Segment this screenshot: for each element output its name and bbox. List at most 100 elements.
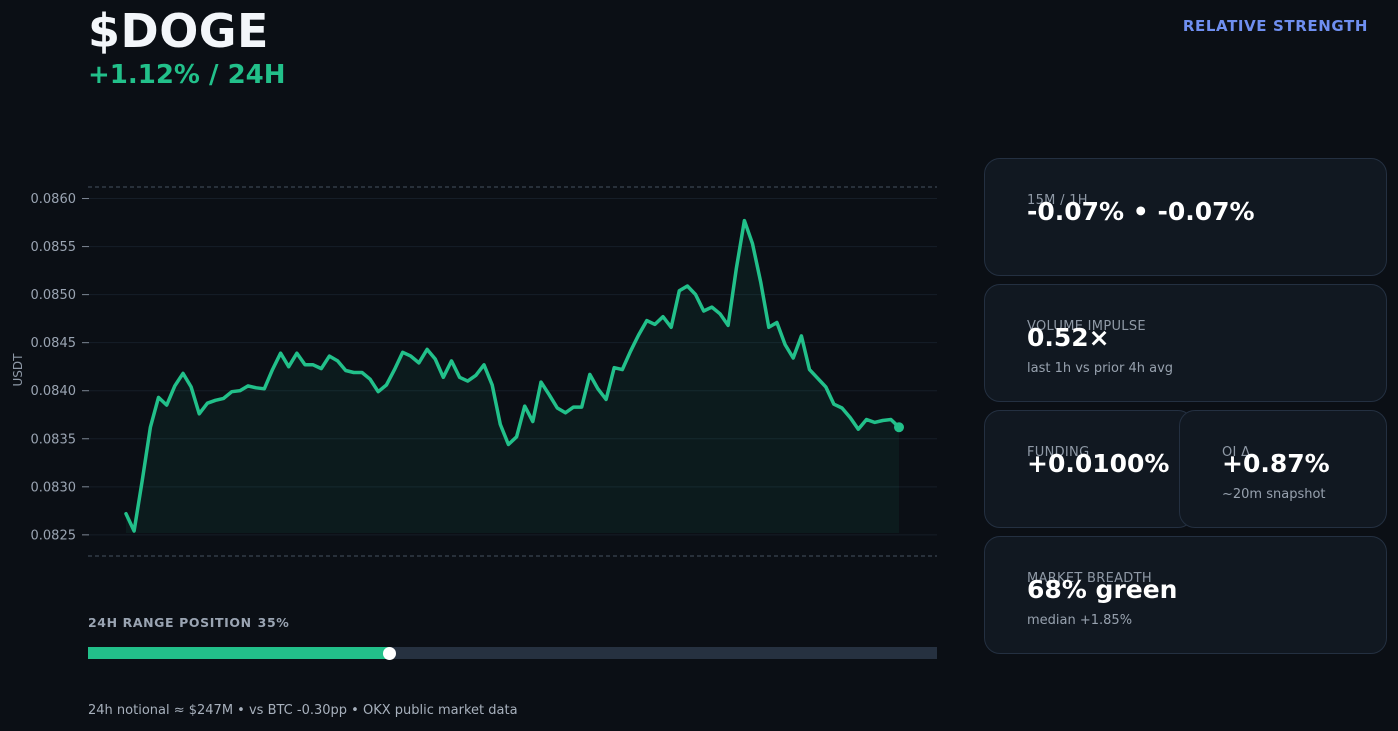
price-point <box>629 350 632 353</box>
price-point <box>466 380 469 383</box>
price-point <box>279 352 282 355</box>
price-point <box>637 334 640 337</box>
price-point <box>361 371 364 374</box>
price-point <box>393 368 396 371</box>
price-point <box>409 355 412 358</box>
price-point <box>434 358 437 361</box>
price-point <box>238 389 241 392</box>
price-point <box>271 368 274 371</box>
price-point <box>832 403 835 406</box>
price-point <box>613 366 616 369</box>
price-point <box>881 419 884 422</box>
price-point <box>247 384 250 387</box>
market-breadth-label: MARKET BREADTH <box>1027 571 1152 586</box>
price-point <box>182 372 185 375</box>
price-point <box>841 407 844 410</box>
price-line <box>124 218 901 533</box>
y-tick-label: 0.0835 <box>31 432 77 447</box>
price-point <box>230 390 233 393</box>
price-point <box>125 512 128 515</box>
y-axis-title: USDT <box>11 353 25 387</box>
price-point <box>491 384 494 387</box>
price-point <box>458 376 461 379</box>
price-point <box>507 443 510 446</box>
range-position-marker <box>382 646 396 660</box>
y-tick-label: 0.0825 <box>31 528 77 543</box>
price-point <box>662 315 665 318</box>
open-interest-value: +0.87% <box>1222 449 1330 478</box>
volume-impulse-note: last 1h vs prior 4h avg <box>1027 361 1174 376</box>
open-interest-card: OI Δ +0.87% ~20m snapshot <box>1179 410 1387 528</box>
range-position-bar <box>88 646 937 660</box>
price-point <box>320 367 323 370</box>
price-point <box>784 343 787 346</box>
price-point <box>474 374 477 377</box>
price-point <box>312 363 315 366</box>
price-point <box>442 376 445 379</box>
volume-impulse-value: 0.52× <box>1027 323 1110 352</box>
price-point <box>857 428 860 431</box>
price-point <box>824 385 827 388</box>
price-point <box>133 530 136 533</box>
price-point <box>369 378 372 381</box>
price-point <box>670 326 673 329</box>
price-point <box>336 359 339 362</box>
range-label-text: 24H RANGE POSITION <box>88 615 252 630</box>
last-price-dot <box>894 422 904 433</box>
price-point <box>222 397 225 400</box>
range-position-fill <box>88 647 390 659</box>
funding-card: FUNDING +0.0100% <box>984 410 1194 528</box>
funding-value: +0.0100% <box>1027 449 1170 478</box>
price-point <box>873 421 876 424</box>
price-point <box>165 404 168 407</box>
price-point <box>556 407 559 410</box>
open-interest-label: OI Δ <box>1222 445 1251 460</box>
price-point <box>678 289 681 292</box>
price-point <box>653 323 656 326</box>
price-point <box>401 351 404 354</box>
price-point <box>596 387 599 390</box>
price-point <box>865 418 868 421</box>
price-point <box>377 390 380 393</box>
funding-label: FUNDING <box>1027 445 1090 460</box>
price-point <box>483 363 486 366</box>
price-point <box>580 406 583 409</box>
price-point <box>588 373 591 376</box>
market-breadth-card: MARKET BREADTH 68% green median +1.85% <box>984 536 1387 654</box>
price-point <box>214 399 217 402</box>
y-tick-label: 0.0850 <box>31 288 77 303</box>
y-tick-label: 0.0830 <box>31 480 77 495</box>
price-point <box>304 363 307 366</box>
price-point <box>531 420 534 423</box>
volume-impulse-card: VOLUME IMPULSE 0.52× last 1h vs prior 4h… <box>984 284 1387 402</box>
price-point <box>808 368 811 371</box>
price-point <box>727 324 730 327</box>
price-point <box>849 416 852 419</box>
price-point <box>190 385 193 388</box>
ticker-symbol: $DOGE <box>88 4 269 58</box>
price-point <box>255 386 258 389</box>
momentum-label: 15M / 1H <box>1027 193 1088 208</box>
price-chart: USDT 0.0860 0.0855 0.0850 0.0845 0.0840 0.083… <box>11 186 937 557</box>
price-point <box>426 348 429 351</box>
price-point <box>816 377 819 380</box>
price-point <box>515 435 518 438</box>
price-point <box>759 281 762 284</box>
price-point <box>751 242 754 245</box>
price-point <box>328 355 331 358</box>
volume-impulse-label: VOLUME IMPULSE <box>1027 319 1146 334</box>
y-tick-label: 0.0860 <box>31 192 77 207</box>
y-tick-label: 0.0855 <box>31 240 77 255</box>
price-point <box>206 402 209 405</box>
price-point <box>743 219 746 222</box>
market-breadth-note: median +1.85% <box>1027 613 1133 628</box>
market-breadth-value: 68% green <box>1027 575 1178 604</box>
price-point <box>499 423 502 426</box>
price-point <box>385 384 388 387</box>
price-point <box>157 396 160 399</box>
price-point <box>605 398 608 401</box>
price-point <box>287 365 290 368</box>
footer-info: 24h notional ≈ $247M • vs BTC -0.30pp • … <box>88 703 518 718</box>
price-point <box>572 406 575 409</box>
price-point <box>149 426 152 429</box>
